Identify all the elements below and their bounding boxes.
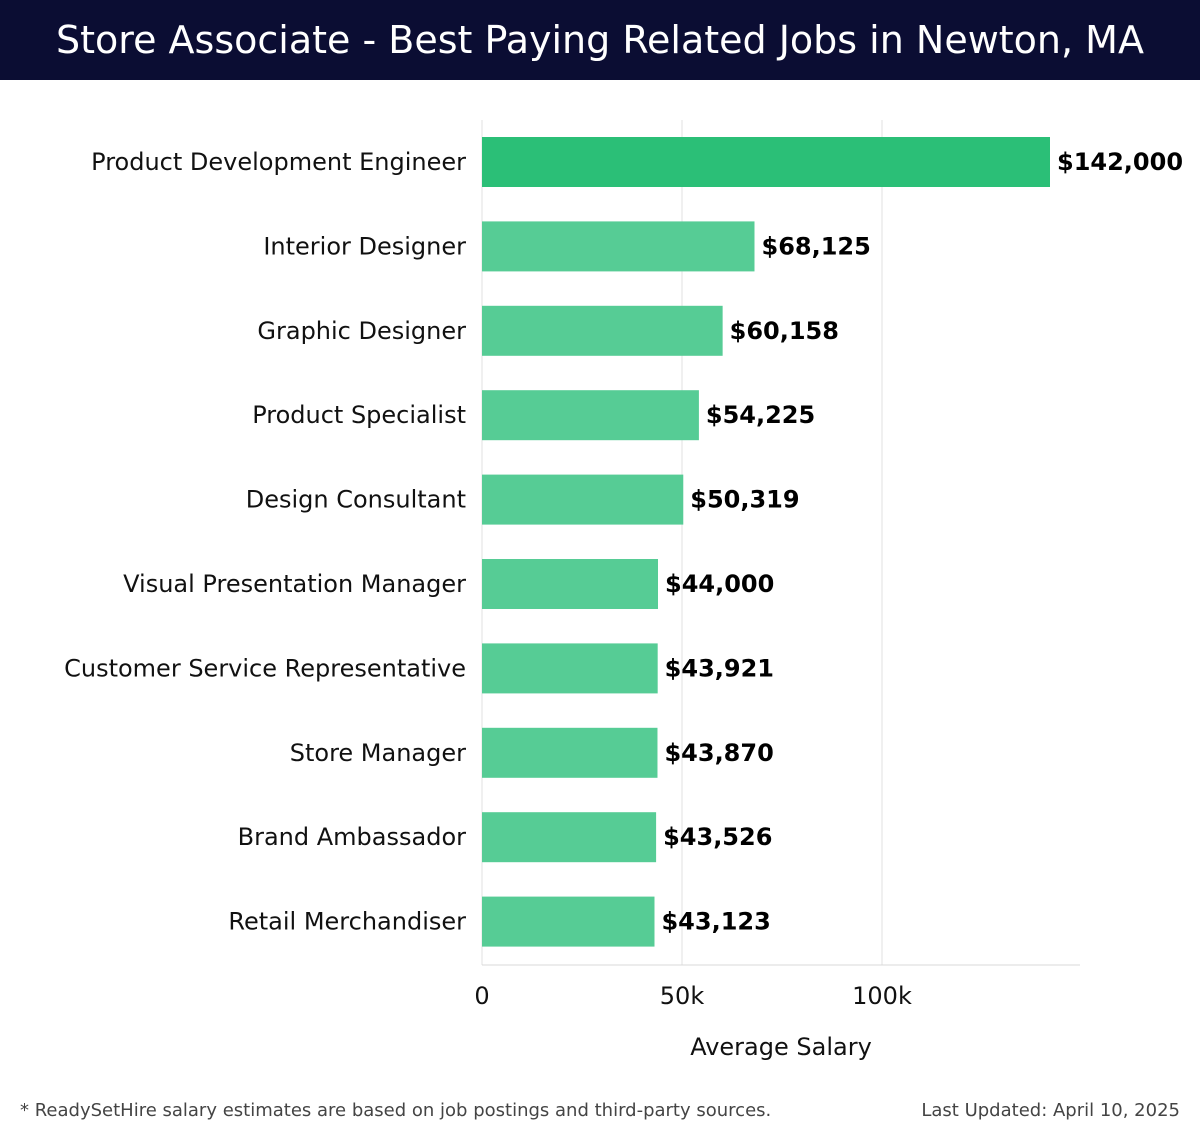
chart-title: Store Associate - Best Paying Related Jo…	[56, 18, 1144, 62]
value-label-5: $44,000	[665, 570, 774, 598]
bar-2	[482, 305, 723, 356]
value-label-2: $60,158	[730, 317, 839, 345]
category-label-4: Design Consultant	[246, 486, 466, 514]
bar-chart: Product Development Engineer $142,000 Inte…	[64, 120, 1183, 1061]
category-label-2: Graphic Designer	[257, 317, 466, 345]
value-label-9: $43,123	[661, 908, 770, 936]
value-label-7: $43,870	[664, 739, 773, 767]
value-label-0: $142,000	[1057, 148, 1183, 176]
value-label-3: $54,225	[706, 401, 815, 429]
bar-8	[482, 812, 657, 863]
category-label-6: Customer Service Representative	[64, 654, 466, 682]
bar-1	[482, 221, 755, 272]
value-label-4: $50,319	[690, 486, 799, 514]
value-label-8: $43,526	[663, 823, 772, 851]
bar-5	[482, 559, 658, 609]
x-tick-label-0: 0	[474, 982, 489, 1010]
category-label-9: Retail Merchandiser	[228, 908, 466, 936]
bar-9	[482, 896, 655, 947]
category-label-8: Brand Ambassador	[238, 823, 466, 851]
bar-6	[482, 643, 658, 694]
value-label-6: $43,921	[665, 654, 774, 682]
category-label-5: Visual Presentation Manager	[123, 570, 466, 598]
bar-7	[482, 727, 658, 778]
x-tick-label-2: 100k	[852, 982, 912, 1010]
category-label-1: Interior Designer	[263, 232, 466, 260]
category-label-7: Store Manager	[290, 739, 466, 767]
value-label-1: $68,125	[762, 232, 871, 260]
chart-header: Store Associate - Best Paying Related Jo…	[0, 0, 1200, 80]
footer-note: * ReadySetHire salary estimates are base…	[20, 1100, 772, 1121]
category-label-3: Product Specialist	[252, 401, 466, 429]
bar-4	[482, 474, 684, 525]
category-label-0: Product Development Engineer	[91, 148, 466, 176]
x-axis-title: Average Salary	[690, 1033, 872, 1061]
last-updated: Last Updated: April 10, 2025	[921, 1100, 1180, 1121]
bar-0	[482, 137, 1050, 187]
bar-3	[482, 390, 699, 441]
x-tick-label-1: 50k	[660, 982, 705, 1010]
